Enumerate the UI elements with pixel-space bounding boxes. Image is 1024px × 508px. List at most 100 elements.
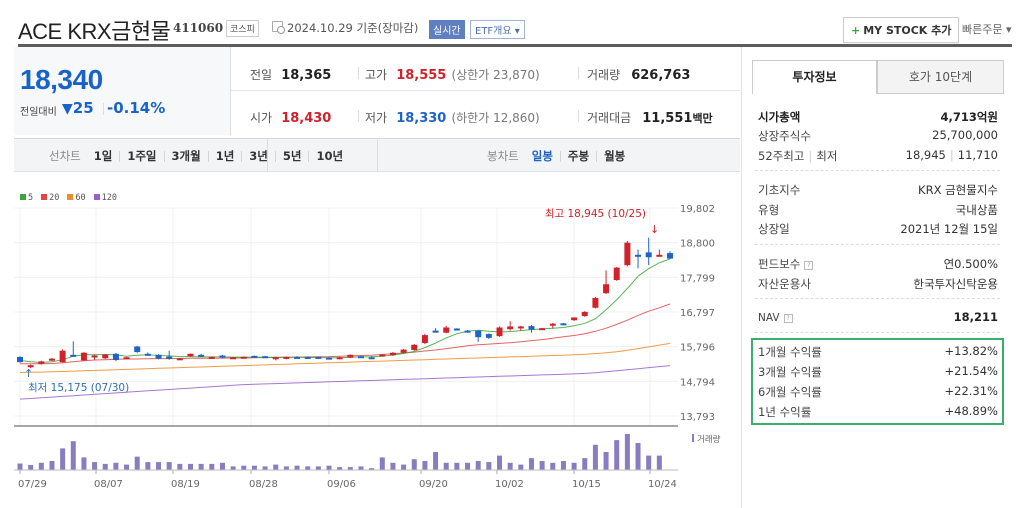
- candle-monthly[interactable]: 월봉: [604, 149, 626, 163]
- svg-text:08/19: 08/19: [171, 479, 200, 490]
- divider: [755, 170, 1000, 171]
- svg-text:09/06: 09/06: [327, 479, 356, 490]
- legend-ma20: 20: [41, 193, 59, 203]
- legend-ma5: 5: [20, 193, 33, 203]
- period-1y[interactable]: 1년: [215, 149, 235, 163]
- stock-code: 411060: [173, 21, 224, 35]
- stock-title: ACE KRX금현물: [18, 19, 171, 44]
- week52-row: 52주최고 | 최저 18,945 | 11,710: [758, 148, 998, 163]
- y-axis-labels: 19,802 18,800 17,799 16,797 15,796 14,794 13,7…: [680, 204, 715, 423]
- line-chart-periods: 선차트 1일 1주일 3개월 1년 3년 5년 10년: [49, 149, 344, 163]
- divider: [103, 103, 104, 115]
- svg-text:09/20: 09/20: [419, 479, 448, 490]
- low-annotation: 최저 15,175 (07/30): [28, 382, 129, 394]
- help-icon[interactable]: ?: [783, 314, 793, 323]
- calendar-clock-icon: [272, 21, 285, 34]
- return-3m-row: 3개월 수익률 +21.54%: [758, 364, 998, 379]
- asset-manager-row: 자산운용사 한국투자신탁운용: [758, 277, 998, 291]
- return-1m-row: 1개월 수익률 +13.82%: [758, 344, 998, 359]
- add-my-stock-button[interactable]: + MY STOCK 추가: [843, 17, 960, 43]
- realtime-button[interactable]: 실시간: [429, 20, 465, 39]
- period-1w[interactable]: 1주일: [127, 149, 157, 163]
- svg-text:08/07: 08/07: [94, 479, 123, 490]
- quick-order-dropdown[interactable]: 빠른주문 ▾: [962, 23, 1012, 36]
- fund-fee-row: 펀드보수? 연0.500%: [758, 257, 998, 271]
- period-5y[interactable]: 5년: [282, 149, 302, 163]
- prev-close: 전일 18,365: [250, 68, 332, 83]
- divider: [274, 150, 276, 162]
- divider: [119, 150, 121, 162]
- as-of-date: 2024.10.29 기준(장마감): [287, 21, 419, 35]
- svg-text:15,796: 15,796: [680, 343, 715, 354]
- market-cap-row: 시가총액 4,713억원: [758, 110, 998, 124]
- return-1y-row: 1년 수익률 +48.89%: [758, 404, 998, 419]
- down-arrow-icon: ↓: [650, 223, 659, 236]
- tab-order-book[interactable]: 호가 10단계: [877, 60, 1004, 94]
- divider: [230, 47, 231, 135]
- divider: [559, 150, 561, 162]
- shares-row: 상장주식수 25,700,000: [758, 128, 998, 143]
- divider: |: [808, 149, 813, 163]
- legend-ma120: 120: [93, 193, 117, 203]
- svg-text:10/15: 10/15: [572, 479, 601, 490]
- legend-swatch-green: [20, 194, 26, 200]
- svg-text:08/28: 08/28: [249, 479, 278, 490]
- low-price: 저가 18,330 (하한가 12,860): [365, 111, 540, 126]
- help-icon[interactable]: ?: [804, 261, 814, 270]
- divider: [308, 150, 310, 162]
- legend-swatch-purple: [93, 194, 100, 200]
- add-my-stock-label: MY STOCK 추가: [863, 24, 952, 37]
- svg-text:07/29: 07/29: [18, 479, 47, 490]
- type-row: 유형 국내상품: [758, 203, 998, 217]
- price-chart[interactable]: 19,802 18,800 17,799 16,797 15,796 14,794 13,7…: [0, 0, 740, 508]
- candle-daily[interactable]: 일봉: [531, 149, 553, 163]
- volume-legend-label: 거래량: [697, 434, 721, 445]
- svg-text:19,802: 19,802: [680, 204, 715, 215]
- period-1d[interactable]: 1일: [93, 149, 113, 163]
- svg-text:10/24: 10/24: [648, 479, 677, 490]
- current-price: 18,340: [20, 64, 103, 95]
- divider: [241, 150, 243, 162]
- ma-legend: 5 20 60 120: [20, 193, 117, 203]
- divider: [231, 90, 740, 91]
- moving-average-lines: [19, 258, 671, 400]
- period-3y[interactable]: 3년: [249, 149, 268, 163]
- legend-ma60: 60: [67, 193, 86, 203]
- svg-text:10/02: 10/02: [495, 479, 524, 490]
- svg-text:13,793: 13,793: [680, 412, 715, 423]
- legend-swatch-orange: [67, 194, 74, 200]
- svg-text:16,797: 16,797: [680, 308, 715, 319]
- period-3m[interactable]: 3개월: [171, 149, 201, 163]
- tab-investment-info[interactable]: 투자정보: [752, 60, 877, 94]
- plus-icon: +: [851, 24, 861, 37]
- divider: [163, 150, 165, 162]
- x-axis-labels: 07/29 08/07 08/19 08/28 09/06 09/20 10/02 10/15…: [18, 470, 677, 490]
- svg-text:18,800: 18,800: [680, 239, 715, 250]
- change-percent: -0.14%: [107, 99, 166, 117]
- divider: [578, 67, 579, 79]
- base-index-row: 기초지수 KRX 금현물지수: [758, 183, 998, 197]
- return-6m-row: 6개월 수익률 +22.31%: [758, 384, 998, 399]
- volume-legend-swatch: [692, 434, 694, 442]
- divider: [755, 332, 1000, 333]
- etf-overview-dropdown[interactable]: ETF개요 ▾: [470, 20, 525, 39]
- candlesticks: [17, 237, 673, 369]
- divider: [358, 67, 359, 79]
- volume: 거래량 626,763: [587, 68, 691, 83]
- divider: [267, 139, 268, 172]
- divider: [578, 110, 579, 122]
- svg-text:17,799: 17,799: [680, 273, 715, 284]
- high-annotation: 최고 18,945 (10/25): [545, 208, 646, 220]
- header-divider: [18, 44, 1012, 47]
- svg-text:14,794: 14,794: [680, 377, 715, 388]
- high-price: 고가 18,555 (상한가 23,870): [365, 68, 540, 83]
- period-10y[interactable]: 10년: [316, 149, 344, 163]
- up-arrow-icon: ↑: [24, 367, 33, 380]
- divider: [596, 150, 598, 162]
- divider: [207, 150, 209, 162]
- listing-date-row: 상장일 2021년 12월 15일: [758, 222, 998, 236]
- change-value: ▼25: [62, 99, 94, 117]
- divider: [358, 110, 359, 122]
- candle-weekly[interactable]: 주봉: [567, 149, 590, 163]
- nav-row: NAV? 18,211: [758, 310, 998, 324]
